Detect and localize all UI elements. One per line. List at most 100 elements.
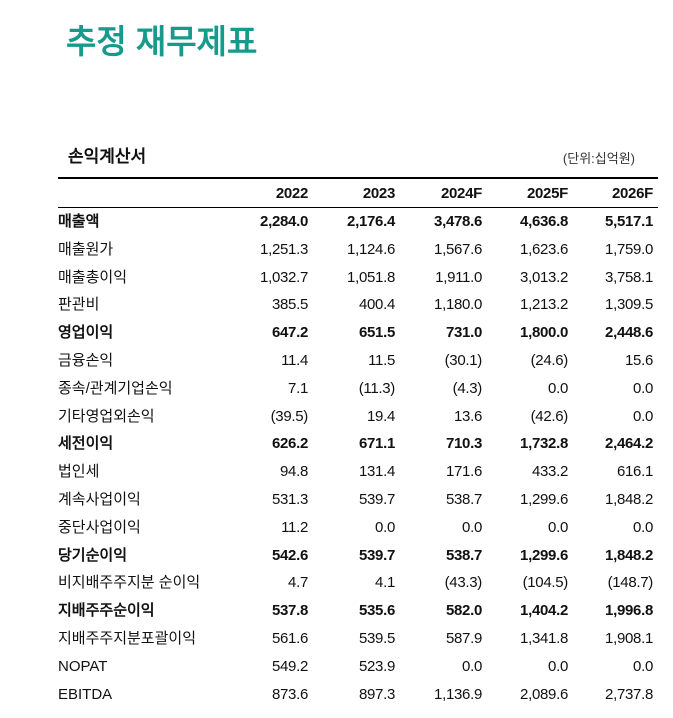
table-cell: 1,996.8 — [605, 602, 653, 620]
table-cell: 171.6 — [445, 463, 482, 481]
table-cell: 2,737.8 — [605, 685, 653, 703]
table-cell: 1,732.8 — [520, 435, 568, 453]
table-cell: 1,032.7 — [260, 268, 308, 286]
table-cell: 582.0 — [445, 602, 482, 620]
table-cell: 1,299.6 — [520, 491, 568, 508]
table-cell: 1,848.2 — [605, 491, 653, 508]
row-label: 매출원가 — [58, 240, 114, 258]
table-cell: 131.4 — [358, 463, 395, 481]
row-label: 비지배주주지분 순이익 — [58, 574, 201, 592]
table-cell: 1,800.0 — [520, 324, 568, 342]
table-cell: 11.2 — [281, 518, 308, 536]
table-cell: 671.1 — [358, 435, 395, 453]
table-cell: (43.3) — [444, 574, 483, 592]
page-title: 추정 재무제표 — [66, 23, 258, 60]
table-cell: 3,013.2 — [520, 268, 568, 286]
table-cell: 710.3 — [445, 435, 482, 453]
table-cell: (24.6) — [530, 352, 569, 369]
unit-note: (단위:십억원) — [562, 151, 635, 166]
table-cell: 538.7 — [445, 491, 482, 508]
row-label: 세전이익 — [58, 435, 114, 453]
row-label: 기타영업외손익 — [58, 407, 155, 425]
table-cell: 626.2 — [271, 435, 308, 453]
table-cell: 0.0 — [633, 407, 653, 425]
table-cell: (42.6) — [530, 407, 569, 425]
table-cell: 3,758.1 — [605, 268, 653, 286]
row-label: EBITDA — [58, 685, 113, 703]
table-cell: 1,623.6 — [520, 240, 568, 258]
table-cell: 94.8 — [280, 463, 308, 481]
table-cell: 731.0 — [445, 324, 482, 342]
table-cell: 873.6 — [271, 685, 308, 703]
table-cell: 538.7 — [445, 546, 482, 564]
table-cell: 1,299.6 — [520, 546, 568, 564]
table-cell: 1,136.9 — [434, 685, 482, 703]
row-label: 법인세 — [58, 463, 100, 481]
table-cell: 616.1 — [616, 463, 653, 481]
table-cell: 647.2 — [271, 324, 308, 342]
row-label: NOPAT — [58, 657, 108, 675]
row-label: 매출총이익 — [58, 268, 128, 286]
table-cell: (30.1) — [444, 352, 483, 369]
table-cell: 1,759.0 — [605, 240, 653, 258]
table-cell: 539.5 — [358, 630, 395, 647]
table-cell: 1,251.3 — [260, 240, 308, 258]
table-cell: 2,089.6 — [520, 685, 568, 703]
table-cell: 2,448.6 — [605, 324, 653, 342]
table-cell: 535.6 — [358, 602, 395, 620]
table-cell: 4.1 — [375, 574, 395, 592]
table-cell: 1,908.1 — [605, 630, 653, 647]
table-cell: 0.0 — [633, 657, 653, 675]
table-cell: 1,848.2 — [605, 546, 653, 564]
row-label: 지배주주지분포괄이익 — [58, 630, 197, 647]
table-cell: (4.3) — [452, 379, 483, 397]
table-cell: 587.9 — [445, 630, 482, 647]
table-cell: 1,051.8 — [347, 268, 395, 286]
row-label: 지배주주순이익 — [58, 602, 155, 620]
table-cell: 0.0 — [633, 518, 653, 536]
column-header: 2022 — [275, 185, 308, 202]
table-cell: 0.0 — [462, 518, 482, 536]
column-header: 2026F — [611, 185, 653, 202]
table-cell: 549.2 — [271, 657, 308, 675]
table-cell: 1,911.0 — [435, 268, 482, 286]
table-cell: 0.0 — [633, 379, 653, 397]
table-cell: 0.0 — [548, 657, 568, 675]
row-label: 종속/관계기업손익 — [58, 379, 173, 397]
table-cell: 1,213.2 — [520, 296, 568, 314]
row-label: 매출액 — [58, 213, 100, 230]
header-rule — [58, 207, 658, 208]
top-rule — [58, 177, 658, 179]
table-cell: 2,176.4 — [347, 213, 395, 230]
table-cell: 0.0 — [462, 657, 482, 675]
table-cell: 1,404.2 — [520, 602, 568, 620]
column-header: 2023 — [362, 185, 395, 202]
table-cell: 4.7 — [288, 574, 308, 592]
table-cell: 1,309.5 — [605, 296, 653, 314]
table-cell: 11.4 — [281, 352, 308, 369]
table-cell: 0.0 — [375, 518, 395, 536]
row-label: 당기순이익 — [58, 546, 128, 564]
table-cell: 2,284.0 — [260, 213, 308, 230]
table-cell: 539.7 — [358, 491, 395, 508]
row-label: 계속사업이익 — [58, 491, 141, 508]
table-cell: 1,567.6 — [434, 240, 482, 258]
table-cell: 7.1 — [288, 379, 308, 397]
table-cell: 531.3 — [271, 491, 308, 508]
table-cell: 523.9 — [358, 657, 395, 675]
column-header: 2025F — [526, 185, 568, 202]
table-cell: (104.5) — [522, 574, 569, 592]
column-header: 2024F — [440, 185, 482, 202]
table-cell: 385.5 — [271, 296, 308, 314]
table-cell: 542.6 — [271, 546, 308, 564]
table-cell: 897.3 — [358, 685, 395, 703]
table-cell: 539.7 — [358, 546, 395, 564]
table-cell: 15.6 — [625, 352, 653, 369]
table-cell: (11.3) — [358, 379, 396, 397]
section-title: 손익계산서 — [68, 147, 147, 166]
table-cell: (39.5) — [270, 407, 309, 425]
table-cell: 537.8 — [271, 602, 308, 620]
table-cell: 3,478.6 — [434, 213, 482, 230]
table-cell: 1,124.6 — [347, 240, 395, 258]
